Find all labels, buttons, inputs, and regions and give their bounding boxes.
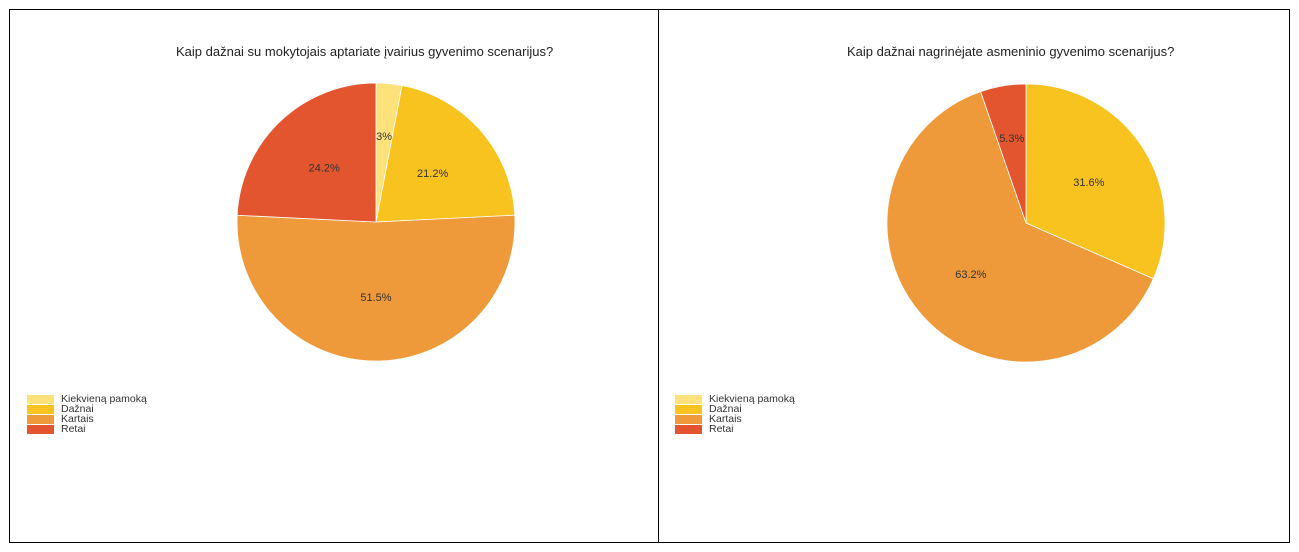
pie-chart-left: 3% 21.2% 51.5% 24.2% — [236, 82, 516, 362]
legend-label: Kiekvieną pamoką — [61, 393, 147, 405]
pie-slice-4 — [236, 82, 377, 223]
slice-label-1: 3% — [376, 131, 392, 143]
legend-swatch — [27, 394, 54, 404]
legend-item: Retai — [675, 424, 795, 434]
legend-label: Dažnai — [61, 403, 94, 415]
legend-swatch — [675, 414, 702, 424]
legend-swatch — [675, 424, 702, 434]
pie-slice-2 — [375, 84, 516, 223]
chart-panel-left: Kaip dažnai su mokytojais aptariate įvai… — [10, 10, 658, 542]
legend-swatch — [27, 414, 54, 424]
legend-item: Dažnai — [675, 404, 795, 414]
pie-slice-4 — [980, 83, 1027, 224]
legend-item: Kiekvieną pamoką — [27, 394, 147, 404]
legend-swatch — [27, 404, 54, 414]
panel-divider — [658, 9, 659, 543]
legend-item: Dažnai — [27, 404, 147, 414]
legend-swatch — [27, 424, 54, 434]
pie-slice-2 — [1025, 83, 1166, 280]
legend-label: Kartais — [709, 413, 742, 425]
slice-label-4: 5.3% — [999, 133, 1024, 145]
legend-label: Retai — [709, 423, 734, 435]
legend-label: Kiekvieną pamoką — [709, 393, 795, 405]
legend-right: Kiekvieną pamoką Dažnai Kartais Retai — [675, 394, 795, 434]
pie-slice-3 — [236, 214, 516, 362]
legend-item: Retai — [27, 424, 147, 434]
legend-item: Kartais — [27, 414, 147, 424]
slice-label-2: 21.2% — [417, 168, 448, 180]
legend-swatch — [675, 394, 702, 404]
slice-label-3: 63.2% — [955, 269, 986, 281]
pie-chart-right: 0%31.6%63.2%5.3% — [886, 83, 1166, 363]
legend-item: Kartais — [675, 414, 795, 424]
legend-left: Kiekvieną pamoką Dažnai Kartais Retai — [27, 394, 147, 434]
chart-title-left: Kaip dažnai su mokytojais aptariate įvai… — [176, 44, 554, 59]
slice-label-2: 31.6% — [1073, 177, 1104, 189]
legend-swatch — [675, 404, 702, 414]
chart-panel-right: Kaip dažnai nagrinėjate asmeninio gyveni… — [659, 10, 1289, 542]
pie-slice-3 — [886, 91, 1154, 363]
legend-item: Kiekvieną pamoką — [675, 394, 795, 404]
legend-label: Kartais — [61, 413, 94, 425]
chart-title-right: Kaip dažnai nagrinėjate asmeninio gyveni… — [847, 44, 1175, 59]
legend-label: Dažnai — [709, 403, 742, 415]
slice-label-4: 24.2% — [309, 163, 340, 175]
slice-label-3: 51.5% — [360, 292, 391, 304]
legend-label: Retai — [61, 423, 86, 435]
